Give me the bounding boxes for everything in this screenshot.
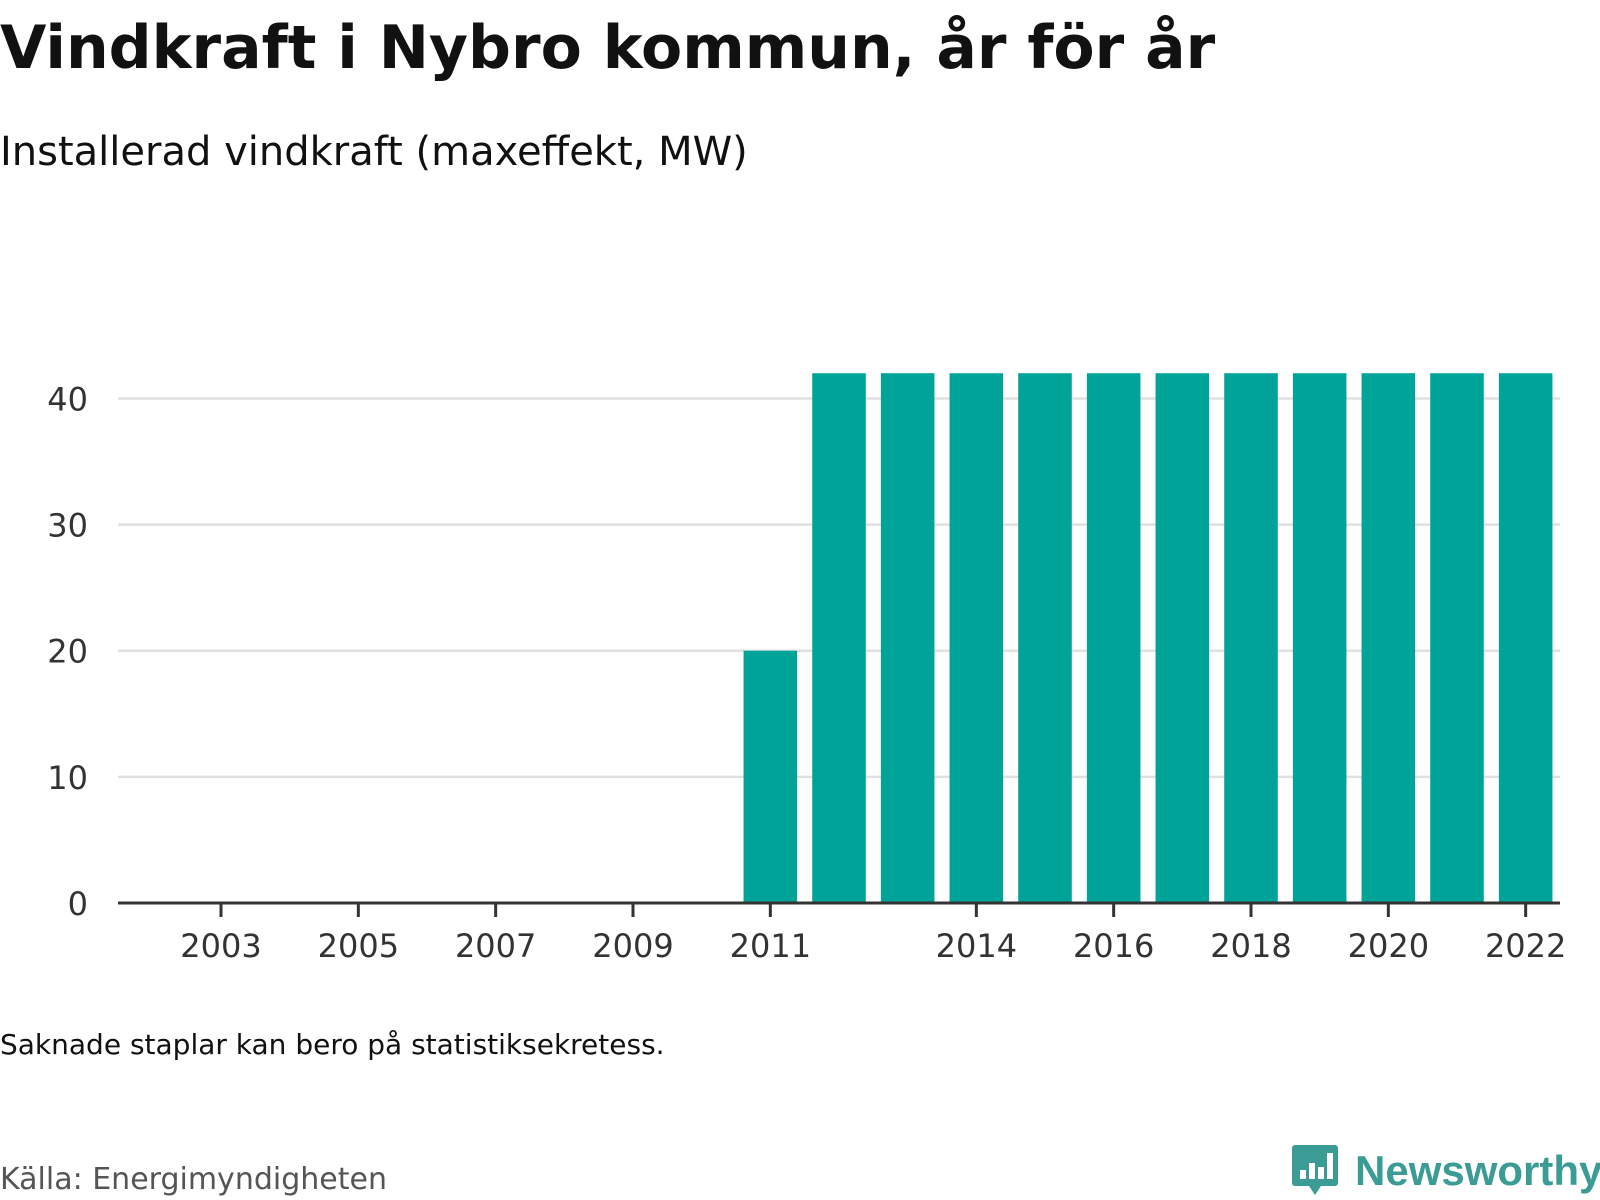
x-tick-label-2003: 2003 — [180, 927, 261, 965]
bar-2012 — [812, 373, 866, 903]
y-tick-label-20: 20 — [47, 633, 88, 671]
y-tick-label-30: 30 — [47, 507, 88, 545]
x-tick-label-2005: 2005 — [318, 927, 399, 965]
x-tick-label-2009: 2009 — [592, 927, 673, 965]
chart-subtitle: Installerad vindkraft (maxeffekt, MW) — [0, 129, 748, 175]
chart-title: Vindkraft i Nybro kommun, år för år — [0, 13, 1216, 83]
x-tick-label-2022: 2022 — [1485, 927, 1566, 965]
y-tick-label-10: 10 — [47, 759, 88, 797]
x-tick-label-2020: 2020 — [1348, 927, 1429, 965]
x-axis: 2003 2005 2007 2009 2011 2014 2016 2018 2020 2022 — [118, 901, 1566, 965]
source-label: Källa: Energimyndigheten — [0, 1162, 387, 1197]
bar-2015 — [1018, 373, 1072, 903]
brand-logo: Newsworthy — [1291, 1143, 1600, 1199]
y-axis-ticks: 0 10 20 30 40 — [47, 380, 88, 923]
brand-name: Newsworthy — [1355, 1147, 1600, 1194]
bar-2011 — [743, 650, 798, 903]
x-tick-label-2007: 2007 — [455, 927, 536, 965]
bars — [743, 373, 1553, 903]
bar-2017 — [1155, 373, 1210, 903]
bar-2014 — [949, 373, 1004, 903]
x-tick-label-2018: 2018 — [1210, 927, 1291, 965]
bar-2016 — [1086, 373, 1141, 903]
bar-2013 — [880, 373, 935, 903]
x-tick-label-2016: 2016 — [1073, 927, 1154, 965]
y-tick-label-0: 0 — [68, 885, 88, 923]
bar-2022 — [1498, 373, 1553, 903]
bar-2021 — [1430, 373, 1484, 903]
bar-2020 — [1361, 373, 1416, 903]
footnote: Saknade staplar kan bero på statistiksek… — [0, 1028, 665, 1061]
y-tick-label-40: 40 — [47, 380, 88, 418]
bar-2018 — [1224, 373, 1278, 903]
newsworthy-chart-bubble-icon — [1292, 1145, 1338, 1195]
bar-2019 — [1292, 373, 1347, 903]
x-tick-label-2014: 2014 — [936, 927, 1017, 965]
x-tick-label-2011: 2011 — [730, 927, 811, 965]
